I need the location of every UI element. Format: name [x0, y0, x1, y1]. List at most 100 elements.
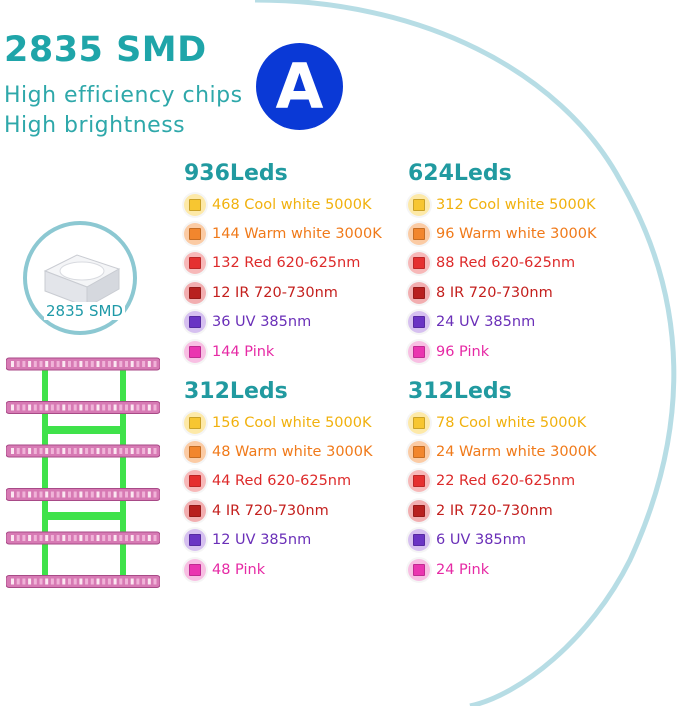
uv-led-icon: [408, 529, 430, 552]
led-dot: [28, 491, 32, 498]
led-dot: [16, 535, 20, 541]
led-spec-text: 156 Cool white 5000K: [212, 414, 372, 431]
led-spec-row: 48 Pink: [184, 555, 424, 584]
warm-white-led-icon: [408, 223, 430, 246]
led-spec-row: 78 Cool white 5000K: [408, 408, 648, 437]
led-spec-row: 24 UV 385nm: [408, 308, 648, 337]
led-dot: [130, 404, 134, 411]
led-dot: [33, 491, 37, 498]
led-spec-text: 24 UV 385nm: [436, 314, 536, 331]
led-dot: [50, 535, 54, 541]
led-dot: [85, 361, 89, 367]
led-dot: [73, 361, 77, 367]
led-dot: [102, 361, 106, 367]
led-dot: [39, 404, 43, 411]
led-dot: [142, 535, 146, 541]
led-spec-text: 8 IR 720-730nm: [436, 284, 553, 301]
led-spec-text: 24 Pink: [436, 561, 490, 578]
led-dot: [102, 578, 106, 585]
ir-led-icon: [408, 281, 430, 304]
led-spec-row: 144 Warm white 3000K: [184, 219, 424, 248]
led-dot: [113, 361, 117, 367]
led-dot: [107, 448, 111, 454]
led-dot: [56, 535, 60, 541]
led-dot: [22, 491, 26, 498]
led-spec-row: 12 UV 385nm: [184, 526, 424, 555]
led-dot: [136, 404, 140, 411]
smd-chip-icon: [43, 254, 121, 308]
led-spec-row: 132 Red 620-625nm: [184, 249, 424, 278]
led-dot: [96, 404, 100, 411]
warm-white-led-icon: [184, 223, 206, 246]
led-dot: [85, 448, 89, 454]
led-dot: [119, 535, 123, 541]
led-dot: [107, 361, 111, 367]
led-spec-text: 144 Warm white 3000K: [212, 226, 382, 243]
led-dot: [130, 578, 134, 585]
led-dot: [68, 491, 71, 498]
led-spec-row: 2 IR 720-730nm: [408, 496, 648, 525]
led-dot: [79, 578, 83, 585]
led-dot: [56, 404, 60, 411]
led-dot: [45, 491, 49, 498]
led-dot: [85, 535, 89, 541]
led-dot: [102, 448, 106, 454]
led-dot: [147, 404, 151, 411]
led-dot: [153, 491, 157, 498]
led-dot: [153, 535, 157, 541]
led-dot: [96, 535, 100, 541]
led-dot: [153, 448, 157, 454]
led-dot: [130, 535, 134, 541]
led-spec-text: 96 Warm white 3000K: [436, 226, 597, 243]
led-dot: [33, 361, 37, 367]
led-dot: [119, 448, 123, 454]
cool-white-led-icon: [408, 193, 430, 216]
led-spec-row: 4 IR 720-730nm: [184, 496, 424, 525]
led-dot: [56, 361, 60, 367]
led-dot: [90, 491, 94, 498]
led-dot: [142, 361, 146, 367]
led-dot: [62, 535, 66, 541]
led-spec-row: 48 Warm white 3000K: [184, 437, 424, 466]
led-dot: [56, 491, 60, 498]
red-led-icon: [408, 252, 430, 275]
led-dot: [39, 361, 43, 367]
led-spec-row: 88 Red 620-625nm: [408, 249, 648, 278]
pink-led-icon: [184, 558, 206, 581]
led-dot: [45, 361, 49, 367]
group-title: 312Leds: [408, 379, 512, 404]
uv-led-icon: [184, 311, 206, 334]
led-spec-row: 8 IR 720-730nm: [408, 278, 648, 307]
led-dot: [73, 578, 77, 585]
led-spec-text: 132 Red 620-625nm: [212, 255, 361, 272]
led-dot: [73, 535, 77, 541]
led-spec-text: 22 Red 620-625nm: [436, 473, 576, 490]
led-dot: [62, 404, 66, 411]
led-spec-text: 2 IR 720-730nm: [436, 502, 553, 519]
page-title: 2835 SMD: [4, 30, 207, 70]
led-spec-row: 12 IR 720-730nm: [184, 278, 424, 307]
led-dot: [107, 578, 111, 585]
led-dot: [68, 535, 71, 541]
led-dot: [22, 361, 26, 367]
led-dot: [113, 404, 117, 411]
cool-white-led-icon: [184, 411, 206, 434]
led-dot: [79, 535, 83, 541]
led-dot: [90, 361, 94, 367]
led-dot: [73, 404, 77, 411]
led-dot: [62, 491, 66, 498]
led-spec-text: 48 Pink: [212, 561, 266, 578]
led-dot: [50, 491, 54, 498]
chip-label: 2835 SMD: [44, 302, 125, 320]
led-spec-row: 36 UV 385nm: [184, 308, 424, 337]
led-dot: [56, 448, 60, 454]
led-spec-row: 156 Cool white 5000K: [184, 408, 424, 437]
led-dot: [136, 535, 140, 541]
led-spec-row: 24 Pink: [408, 555, 648, 584]
led-dot: [125, 578, 128, 585]
led-dot: [62, 361, 66, 367]
led-dot: [136, 361, 140, 367]
led-spec-text: 96 Pink: [436, 343, 490, 360]
led-dot: [119, 578, 123, 585]
led-dot: [73, 491, 77, 498]
